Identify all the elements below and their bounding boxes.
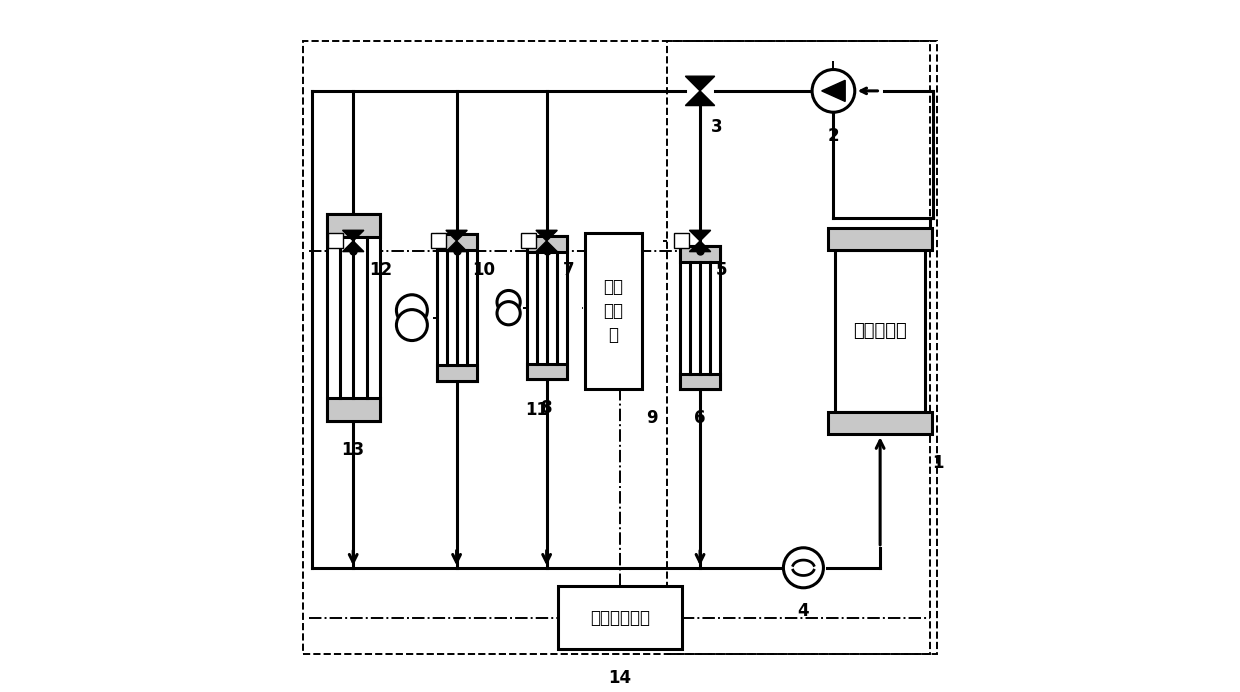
Text: 燃料电池堆: 燃料电池堆 (853, 322, 906, 340)
Polygon shape (342, 241, 363, 252)
Bar (680, 246, 720, 390)
Circle shape (397, 309, 428, 340)
Bar (326, 215, 379, 421)
Text: 热管理控制器: 热管理控制器 (590, 609, 650, 627)
Bar (521, 233, 536, 248)
Bar (828, 228, 932, 251)
Bar (680, 246, 720, 262)
Bar (527, 236, 567, 252)
Circle shape (784, 548, 823, 588)
Polygon shape (446, 230, 467, 241)
Polygon shape (686, 91, 714, 106)
Text: 7: 7 (563, 261, 574, 279)
Bar (326, 215, 379, 237)
Polygon shape (686, 76, 714, 91)
Bar (585, 233, 641, 390)
Bar (436, 235, 476, 381)
Bar (680, 374, 720, 390)
Text: 12: 12 (370, 261, 392, 279)
Polygon shape (536, 230, 557, 241)
Text: 锂动
力电
池: 锂动 力电 池 (604, 278, 624, 344)
Bar (436, 365, 476, 381)
Text: 9: 9 (646, 410, 658, 428)
Bar (326, 399, 379, 421)
Circle shape (812, 69, 854, 112)
Bar (675, 233, 689, 248)
Text: 5: 5 (715, 261, 728, 279)
Circle shape (587, 302, 610, 325)
Text: 13: 13 (342, 441, 365, 459)
Circle shape (397, 295, 428, 326)
Bar (835, 251, 925, 412)
Bar (667, 41, 930, 655)
Bar (432, 233, 446, 248)
Circle shape (497, 302, 521, 325)
Text: 8: 8 (541, 399, 552, 417)
Bar (828, 412, 932, 435)
Circle shape (497, 291, 521, 313)
Text: 11: 11 (525, 401, 548, 419)
Text: 6: 6 (694, 410, 706, 428)
Text: 1: 1 (931, 455, 944, 473)
Text: 3: 3 (711, 118, 723, 136)
Text: 2: 2 (827, 127, 839, 145)
Bar (436, 235, 476, 251)
Text: 4: 4 (797, 603, 810, 621)
Text: 10: 10 (472, 261, 496, 279)
Polygon shape (536, 241, 557, 252)
Polygon shape (446, 241, 467, 252)
Circle shape (587, 291, 610, 313)
Bar (527, 236, 567, 379)
Polygon shape (689, 241, 711, 252)
Polygon shape (689, 230, 711, 241)
Text: 14: 14 (609, 669, 631, 687)
Bar (558, 586, 682, 650)
Bar (327, 233, 342, 248)
Polygon shape (342, 230, 363, 241)
Bar (527, 363, 567, 379)
Polygon shape (822, 80, 846, 102)
